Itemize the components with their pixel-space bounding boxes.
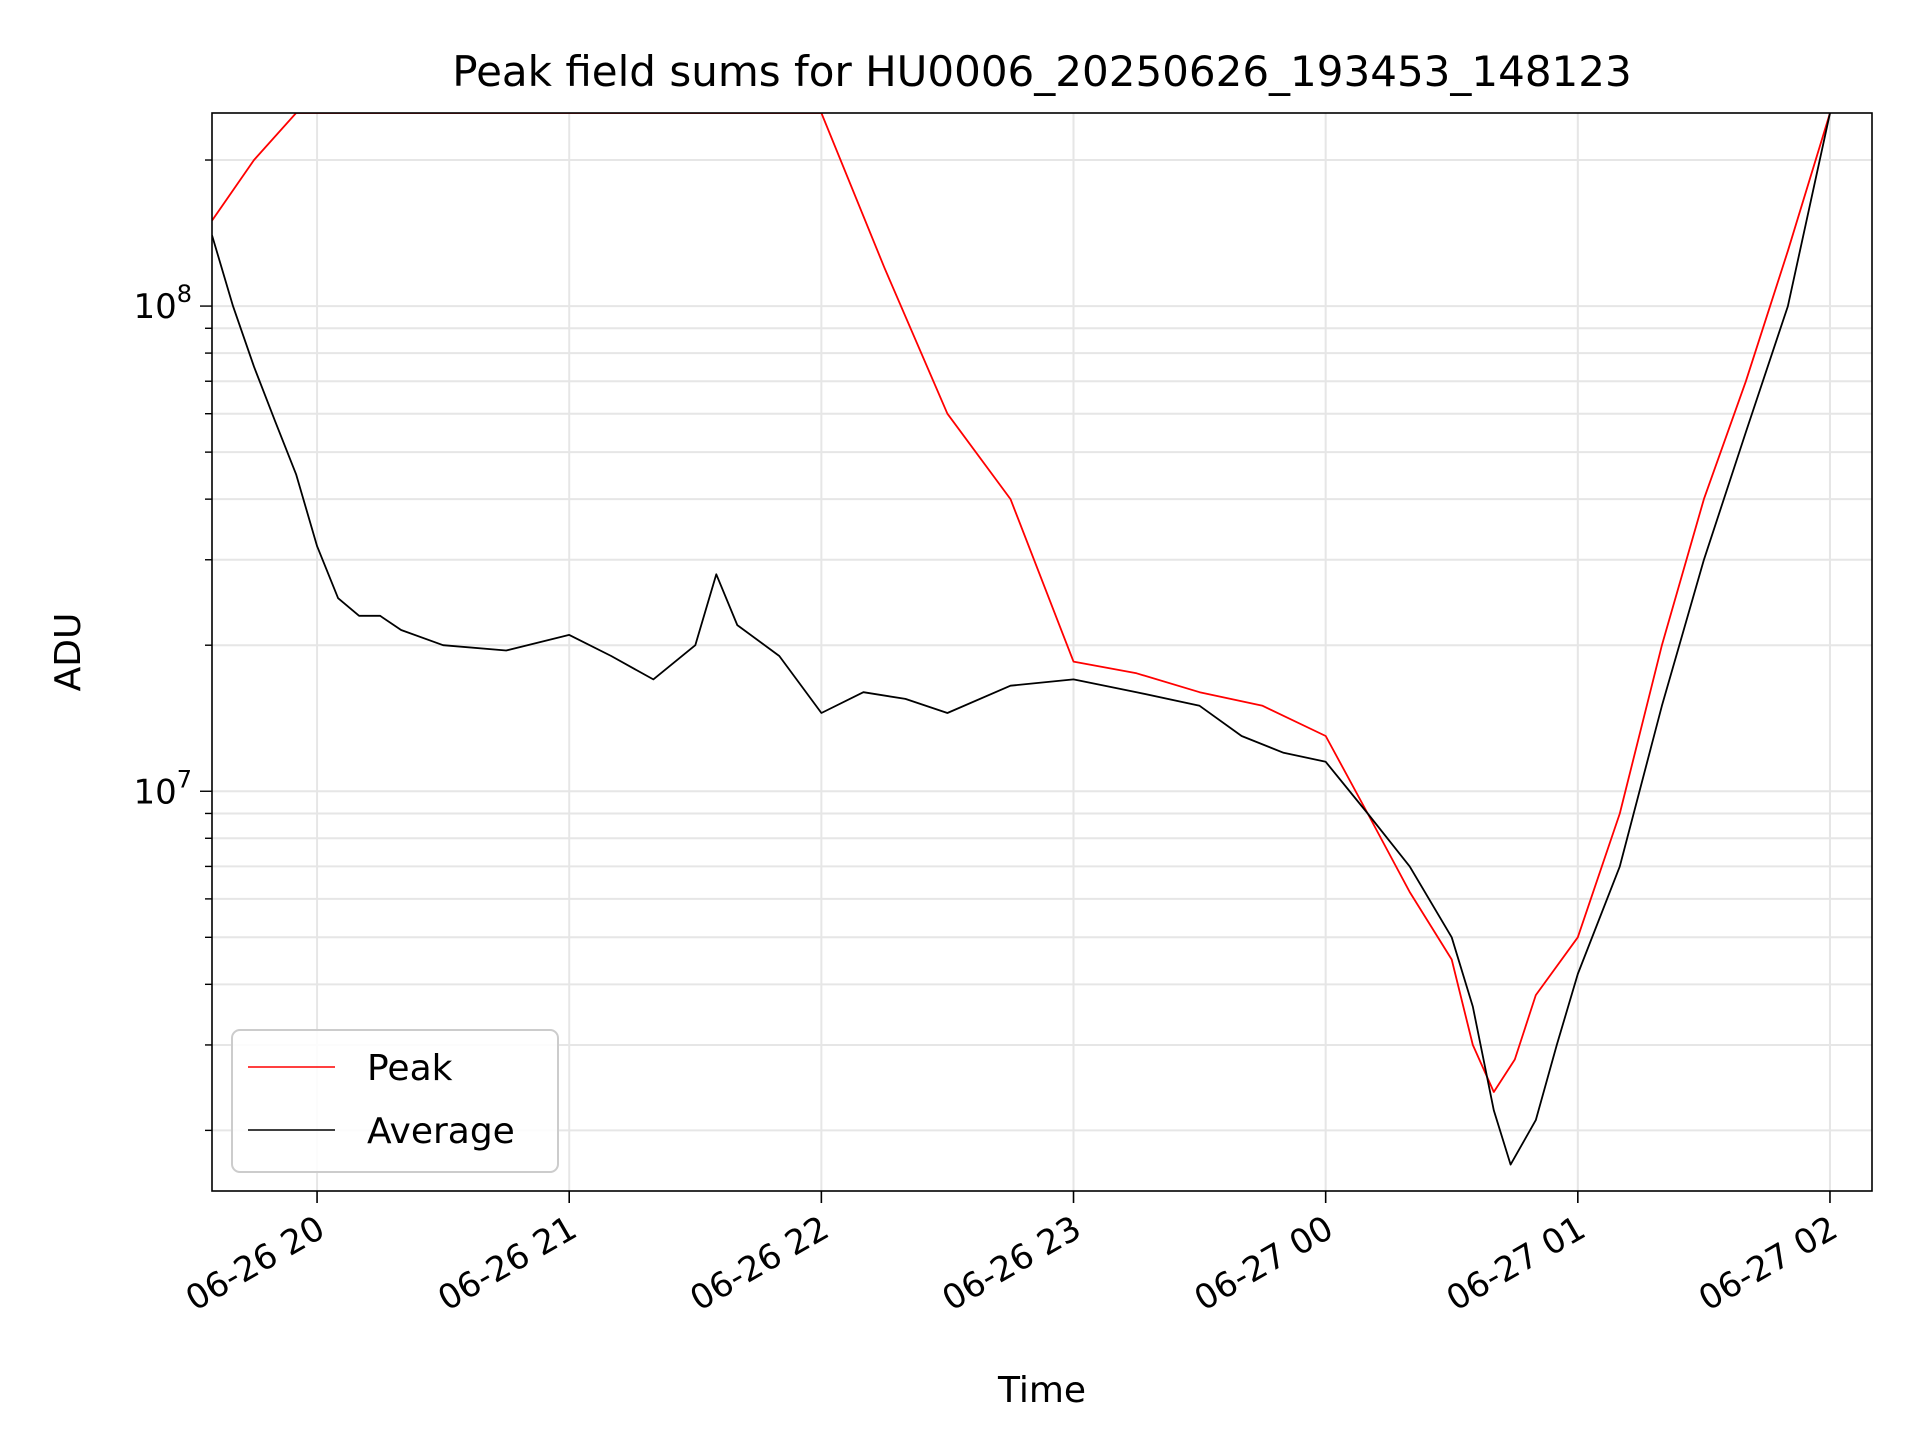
legend-box <box>231 1029 559 1173</box>
y-axis: 107 108 <box>133 159 212 1132</box>
legend-label-average: Average <box>367 1111 515 1152</box>
legend-label-peak: Peak <box>367 1048 453 1089</box>
series-line-average <box>212 113 1831 1166</box>
plot-frame <box>211 112 1873 1192</box>
x-axis-label: Time <box>997 1370 1086 1411</box>
chart-title: Peak field sums for HU0006_20250626_1934… <box>452 47 1631 96</box>
y-axis-label: ADU <box>48 613 89 692</box>
legend: Peak Average <box>231 1029 559 1173</box>
y-tick-label: 107 <box>133 765 192 812</box>
series-line-peak <box>212 113 1831 1093</box>
y-tick-label: 108 <box>133 280 192 327</box>
series-layer <box>212 113 1831 1166</box>
